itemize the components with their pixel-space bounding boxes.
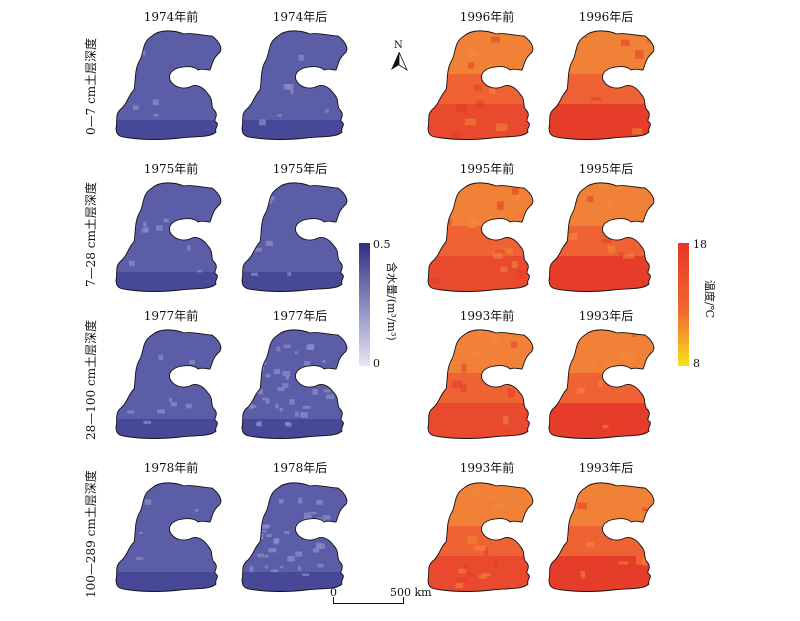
scale-bar-tick-end — [403, 597, 404, 604]
north-label: N — [394, 40, 403, 51]
soil-moisture-map — [112, 176, 237, 305]
soil-moisture-map — [112, 24, 237, 153]
soil-temperature-map — [424, 24, 549, 153]
soil-moisture-map — [112, 323, 237, 452]
moisture-panel-title: 1978年前 — [143, 461, 199, 475]
soil-temperature-map — [424, 476, 549, 605]
soil-temperature-map — [424, 176, 549, 305]
temperature-legend-max: 18 — [693, 238, 707, 251]
moisture-legend-min: 0 — [373, 357, 380, 370]
temperature-panel-title: 1993年后 — [578, 309, 634, 323]
temperature-panel-title: 1993年前 — [459, 309, 515, 323]
row-label-2: 7—28 cm土层深度 — [84, 182, 98, 287]
temperature-panel-title: 1993年后 — [578, 461, 634, 475]
scale-bar-line — [333, 603, 404, 604]
soil-moisture-map — [238, 323, 363, 452]
moisture-legend-max: 0.5 — [373, 238, 391, 251]
soil-moisture-map — [238, 24, 363, 153]
moisture-panel-title: 1977年后 — [272, 309, 328, 323]
soil-temperature-map — [545, 24, 670, 153]
moisture-panel-title: 1974年后 — [272, 10, 328, 24]
row-label-4: 100—289 cm土层深度 — [84, 470, 98, 598]
soil-moisture-map — [238, 476, 363, 605]
north-arrow: N — [389, 40, 409, 72]
temperature-panel-title: 1996年后 — [578, 10, 634, 24]
moisture-panel-title: 1974年前 — [143, 10, 199, 24]
soil-temperature-map — [424, 323, 549, 452]
scale-bar-zero: 0 — [330, 586, 337, 599]
temperature-panel-title: 1995年后 — [578, 162, 634, 176]
moisture-panel-title: 1977年前 — [143, 309, 199, 323]
temperature-legend-title: 温度/℃ — [703, 280, 716, 319]
moisture-colorbar — [359, 243, 370, 366]
soil-temperature-map — [545, 176, 670, 305]
row-label-1: 0—7 cm土层深度 — [84, 37, 98, 135]
moisture-panel-title: 1975年后 — [272, 162, 328, 176]
soil-moisture-map — [238, 176, 363, 305]
temperature-panel-title: 1993年前 — [459, 461, 515, 475]
moisture-panel-title: 1975年前 — [143, 162, 199, 176]
temperature-colorbar — [678, 243, 689, 366]
moisture-panel-title: 1978年后 — [272, 461, 328, 475]
temperature-panel-title: 1995年前 — [459, 162, 515, 176]
moisture-legend-title: 含水量/(m³/m³) — [385, 262, 398, 341]
row-label-3: 28—100 cm土层深度 — [84, 319, 98, 440]
temperature-legend-min: 8 — [693, 357, 700, 370]
north-arrow-icon — [391, 52, 408, 72]
soil-temperature-map — [545, 323, 670, 452]
soil-temperature-map — [545, 476, 670, 605]
temperature-panel-title: 1996年前 — [459, 10, 515, 24]
scale-bar: 0 500 km — [330, 586, 470, 612]
soil-moisture-map — [112, 476, 237, 605]
scale-bar-tick-start — [333, 597, 334, 604]
scale-bar-distance: 500 km — [390, 586, 432, 599]
